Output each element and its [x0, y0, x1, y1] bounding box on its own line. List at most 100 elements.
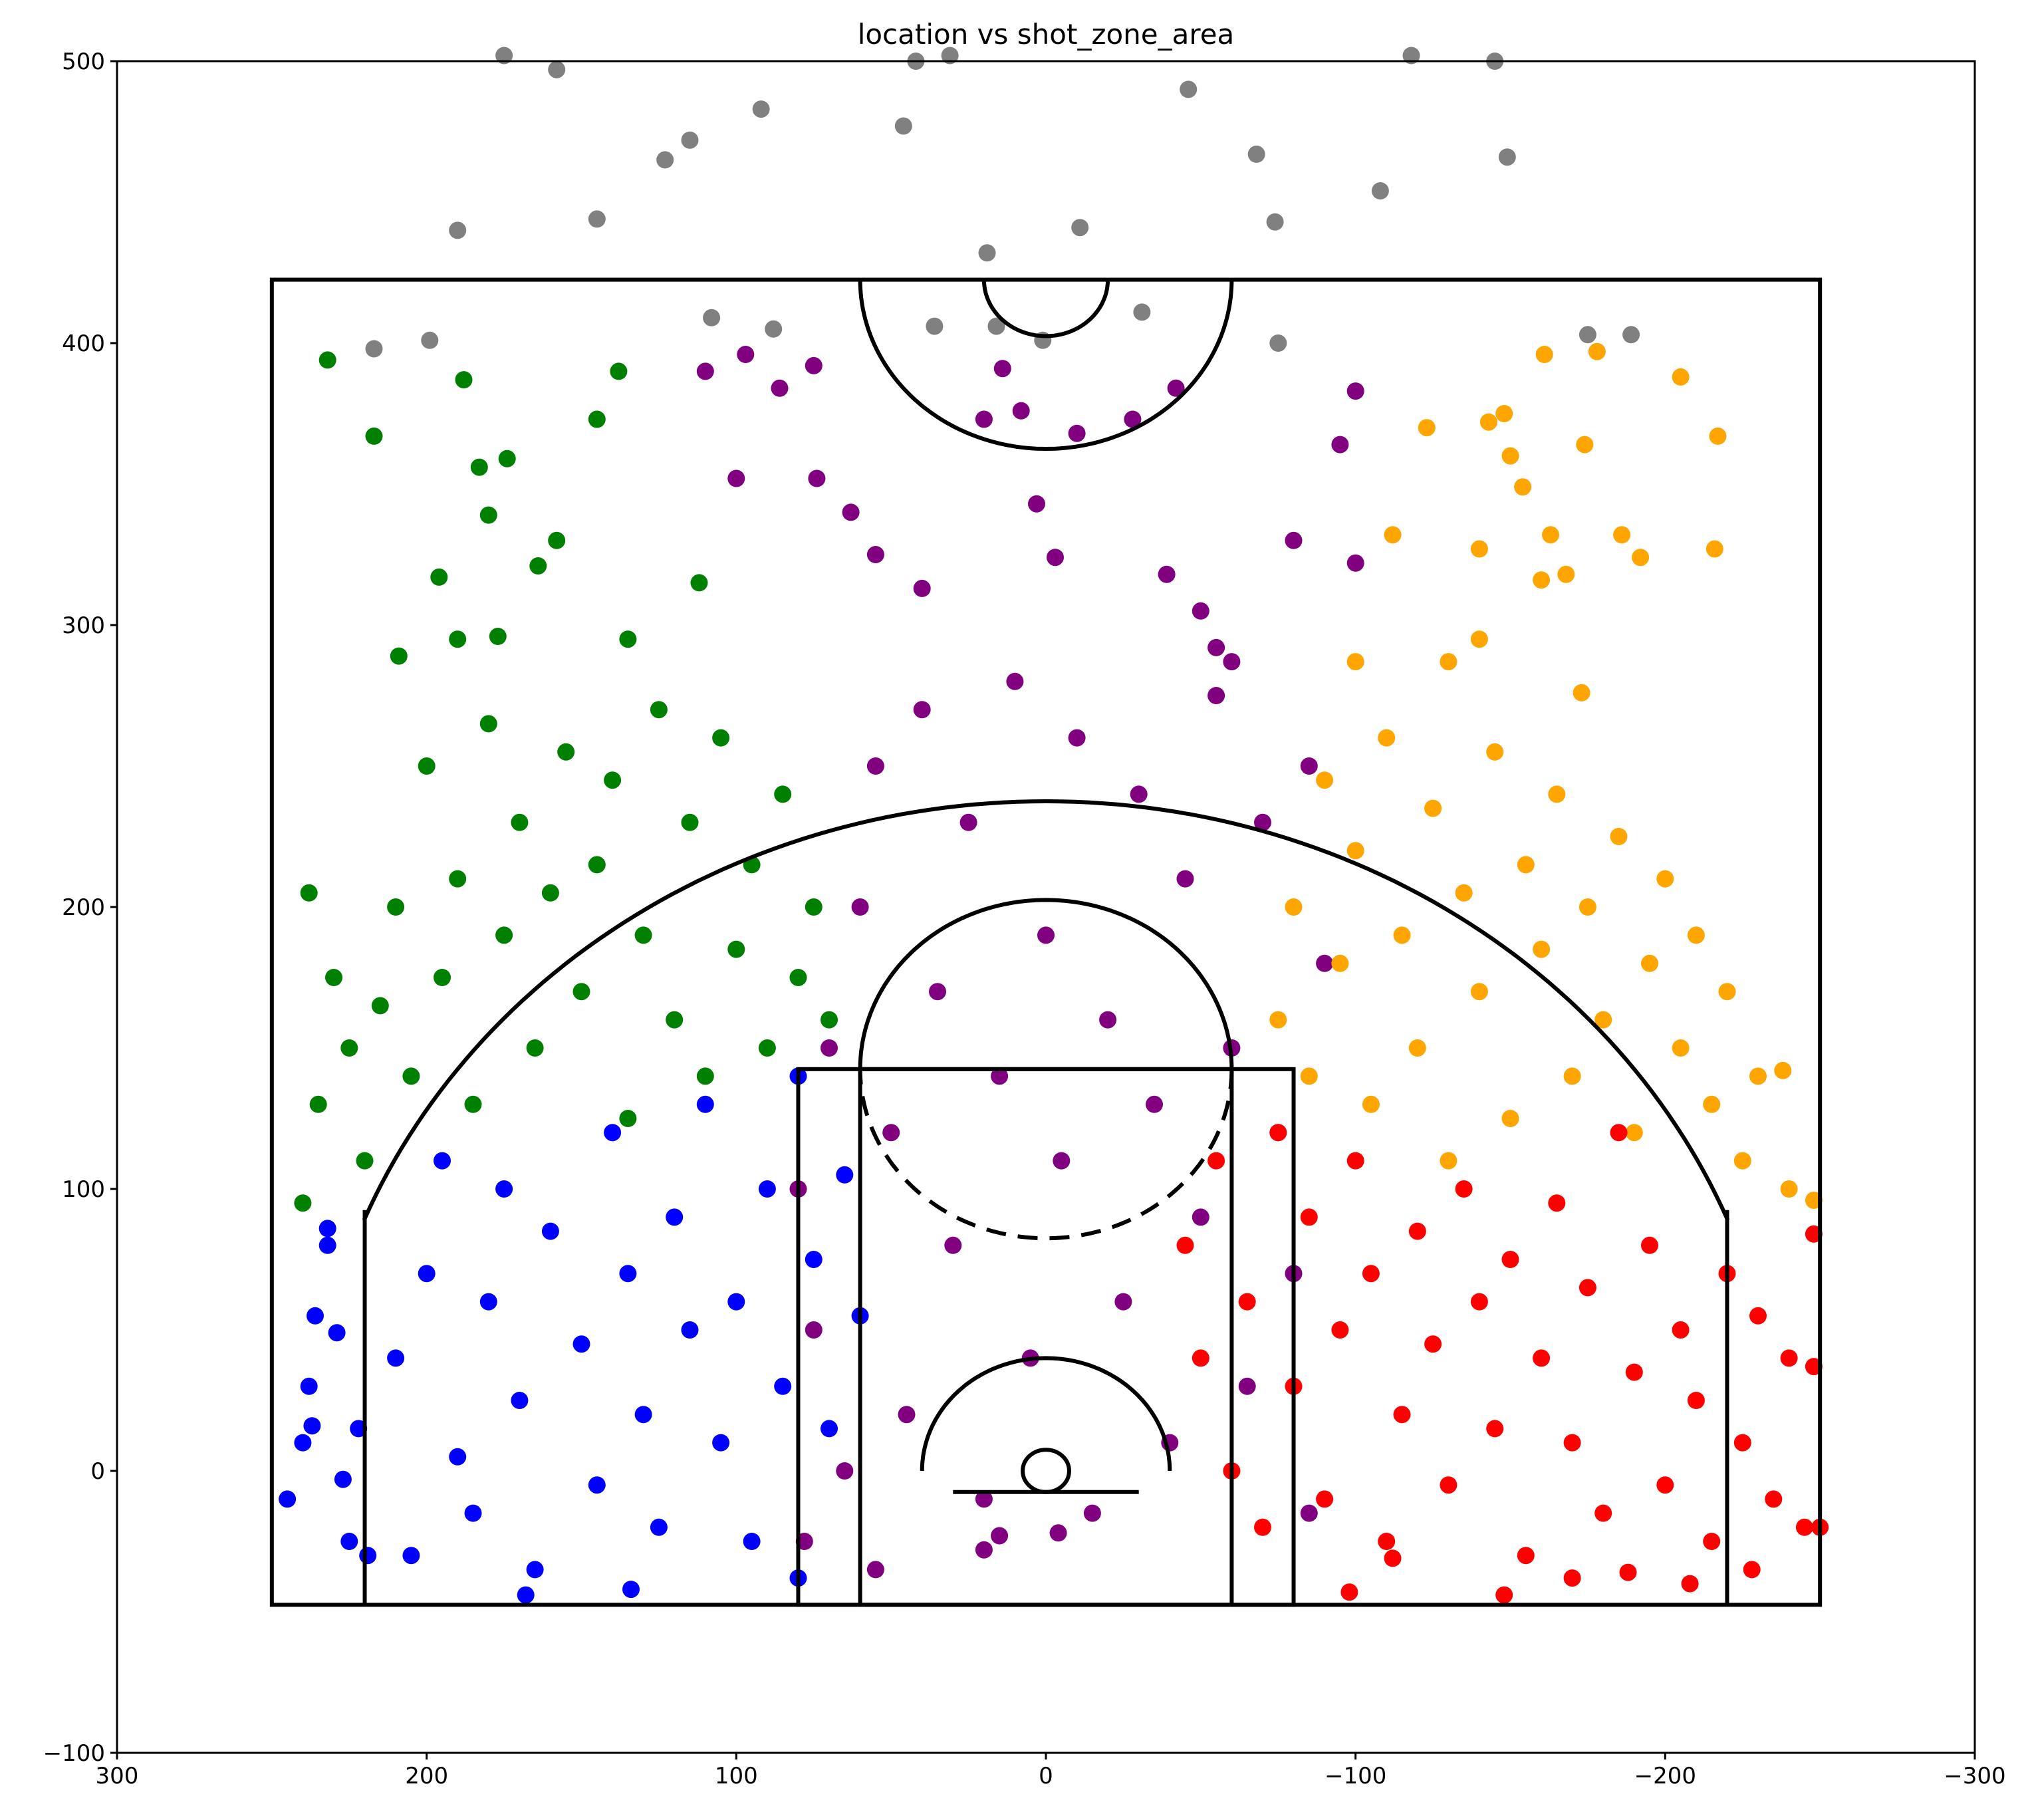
data-point: [526, 1561, 544, 1579]
data-point: [941, 47, 959, 65]
data-point: [1470, 1293, 1488, 1311]
data-point: [1346, 842, 1364, 860]
data-point: [836, 1166, 854, 1184]
data-point: [1269, 334, 1287, 352]
data-point: [557, 743, 575, 761]
data-point: [991, 1067, 1009, 1085]
data-point: [1501, 447, 1519, 465]
data-point: [1408, 1222, 1426, 1240]
data-point: [1402, 47, 1420, 65]
data-point: [1533, 571, 1551, 589]
data-point: [1733, 1152, 1751, 1170]
restricted-area-arc: [920, 1356, 1172, 1472]
data-point: [1535, 346, 1553, 363]
data-point: [529, 557, 547, 575]
data-point: [548, 531, 566, 549]
data-point: [541, 1222, 559, 1240]
data-point: [1238, 1377, 1256, 1395]
x-tick-label: 200: [405, 1763, 448, 1789]
data-point: [479, 1293, 497, 1311]
three-point-arc: [362, 799, 1730, 1222]
data-point: [418, 1265, 436, 1283]
free-throw-circle-top: [858, 898, 1234, 1069]
data-point: [318, 1236, 336, 1254]
data-point: [1703, 1533, 1721, 1550]
data-point: [1749, 1067, 1767, 1085]
data-point: [1440, 1152, 1458, 1170]
data-point: [805, 898, 823, 916]
data-point: [572, 983, 590, 1001]
data-point: [1795, 1518, 1813, 1536]
data-point: [511, 1392, 529, 1409]
data-point: [340, 1039, 358, 1057]
data-point: [650, 701, 668, 719]
data-point: [758, 1180, 776, 1198]
court-lines: [269, 277, 1823, 1607]
data-point: [821, 1420, 838, 1438]
data-point: [1176, 1236, 1194, 1254]
data-point: [1733, 1434, 1751, 1452]
data-point: [913, 579, 931, 597]
data-point: [1533, 1349, 1551, 1367]
data-point: [464, 1095, 482, 1113]
data-point: [371, 997, 389, 1015]
data-point: [434, 1152, 451, 1170]
data-point: [495, 1180, 513, 1198]
data-point: [821, 1011, 838, 1029]
hoop: [1021, 1448, 1071, 1494]
data-point: [455, 371, 473, 389]
data-point: [1371, 182, 1389, 199]
data-point: [1114, 1293, 1132, 1311]
data-point: [1346, 653, 1364, 671]
data-point: [666, 1011, 684, 1029]
data-point: [418, 757, 436, 775]
data-point: [1470, 630, 1488, 648]
data-point: [1384, 1549, 1402, 1567]
data-point: [836, 1462, 854, 1480]
data-point: [402, 1067, 420, 1085]
data-point: [449, 870, 467, 888]
data-point: [1656, 870, 1674, 888]
data-point: [1207, 687, 1225, 704]
data-point: [1384, 526, 1402, 544]
data-point: [681, 131, 699, 149]
center-court-outer-arc: [858, 279, 1234, 452]
data-point: [1418, 419, 1436, 437]
data-point: [434, 969, 451, 986]
data-point: [604, 1124, 622, 1142]
data-point: [805, 1321, 823, 1339]
data-point: [1440, 653, 1458, 671]
data-point: [758, 1039, 776, 1057]
data-point: [1254, 813, 1271, 831]
data-point: [1455, 884, 1473, 902]
x-tick-label: 300: [96, 1763, 139, 1789]
data-point: [1176, 870, 1194, 888]
data-point: [929, 983, 946, 1001]
data-point: [572, 1335, 590, 1353]
data-point: [987, 317, 1005, 335]
data-point: [666, 1208, 684, 1226]
data-point: [1269, 1011, 1287, 1029]
data-point: [1548, 1194, 1566, 1212]
data-point: [1610, 828, 1628, 845]
data-point: [365, 427, 383, 445]
data-point: [1501, 1251, 1519, 1268]
x-tick-label: −200: [1634, 1763, 1696, 1789]
data-point: [1455, 1180, 1473, 1198]
data-point: [821, 1039, 838, 1057]
data-point: [681, 1321, 699, 1339]
data-point: [1083, 1504, 1101, 1522]
data-point: [1158, 565, 1176, 583]
data-point: [712, 1434, 730, 1452]
data-point: [1557, 565, 1575, 583]
data-point: [842, 503, 860, 521]
data-point: [1340, 1583, 1358, 1601]
y-tick-label: −100: [43, 1740, 105, 1767]
data-point: [1424, 1335, 1442, 1353]
data-point: [1619, 1563, 1637, 1581]
data-point: [1656, 1476, 1674, 1494]
data-point: [1610, 1124, 1628, 1142]
data-point: [1047, 549, 1064, 567]
data-point: [449, 221, 467, 239]
data-point: [926, 317, 944, 335]
